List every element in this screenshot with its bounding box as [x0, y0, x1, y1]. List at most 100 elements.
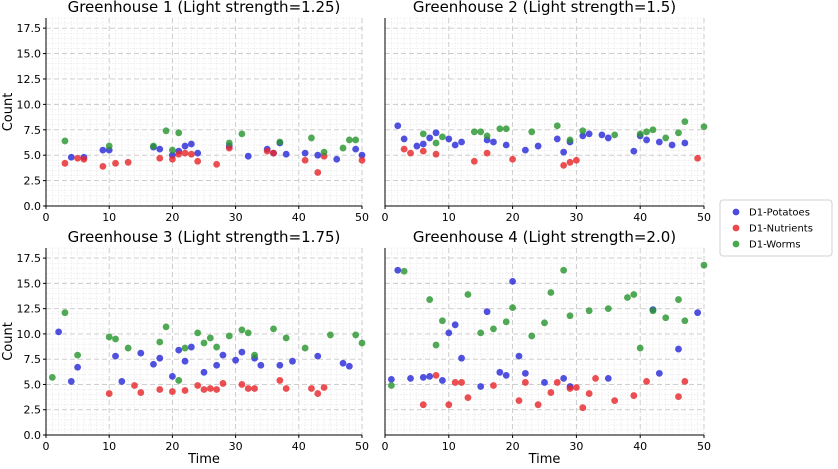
- point-d1-nutrients: [263, 147, 271, 155]
- point-d1-nutrients: [194, 157, 202, 165]
- point-d1-worms: [251, 351, 258, 359]
- point-d1-potatoes: [99, 146, 107, 154]
- point-d1-worms: [162, 323, 170, 331]
- point-d1-nutrients: [694, 154, 702, 162]
- point-d1-worms: [48, 373, 56, 381]
- y-tick-label: 7.5: [24, 124, 42, 137]
- point-d1-worms: [649, 307, 657, 315]
- point-d1-potatoes: [458, 354, 465, 362]
- point-d1-potatoes: [181, 357, 189, 365]
- point-d1-worms: [566, 136, 574, 144]
- point-d1-nutrients: [566, 385, 574, 392]
- point-d1-potatoes: [432, 129, 440, 137]
- subplot-title: Greenhouse 3 (Light strength=1.75): [68, 228, 341, 246]
- x-tick-label: 0: [43, 211, 50, 224]
- point-d1-nutrients: [643, 378, 650, 385]
- point-d1-nutrients: [445, 401, 453, 409]
- point-d1-worms: [225, 139, 233, 147]
- x-tick-label: 30: [229, 440, 243, 453]
- point-d1-potatoes: [289, 357, 296, 365]
- subplot-1: 0 10 20 30 40 50 0.0 2.5 5.0 7.5 10.0 12.5 15.0 17.5 G…: [1, 0, 369, 224]
- point-d1-worms: [566, 312, 574, 320]
- x-tick-label: 20: [506, 440, 520, 453]
- point-d1-potatoes: [502, 141, 510, 149]
- point-d1-worms: [675, 129, 682, 137]
- point-d1-worms: [238, 326, 246, 334]
- point-d1-worms: [426, 296, 434, 303]
- point-d1-nutrients: [175, 150, 183, 158]
- point-d1-nutrients: [99, 162, 107, 170]
- point-d1-worms: [169, 146, 176, 154]
- y-tick-label: 10.0: [17, 98, 42, 111]
- point-d1-potatoes: [419, 140, 427, 148]
- point-d1-worms: [662, 314, 670, 322]
- point-d1-worms: [419, 130, 427, 138]
- point-d1-worms: [464, 291, 472, 298]
- point-d1-potatoes: [387, 376, 395, 383]
- point-d1-nutrients: [238, 381, 246, 388]
- point-d1-nutrients: [181, 387, 189, 394]
- legend: D1-Potatoes D1-Nutrients D1-Worms: [719, 199, 833, 257]
- point-d1-potatoes: [560, 148, 568, 156]
- y-tick-label: 17.5: [17, 22, 42, 35]
- point-d1-nutrients: [105, 390, 113, 397]
- point-d1-potatoes: [419, 373, 427, 381]
- y-tick-label: 15.0: [17, 277, 42, 290]
- y-axis-label: Count: [1, 93, 16, 132]
- point-d1-nutrients: [131, 382, 138, 389]
- point-d1-worms: [611, 131, 619, 139]
- point-d1-worms: [105, 333, 113, 341]
- point-d1-nutrients: [124, 158, 132, 166]
- point-d1-nutrients: [225, 144, 233, 152]
- point-d1-potatoes: [585, 130, 593, 138]
- point-d1-nutrients: [270, 149, 277, 157]
- point-d1-worms: [432, 341, 440, 349]
- x-tick-label: 50: [697, 440, 711, 453]
- point-d1-worms: [483, 132, 491, 140]
- point-d1-potatoes: [400, 135, 408, 143]
- point-d1-nutrients: [169, 388, 176, 395]
- point-d1-worms: [624, 294, 631, 301]
- point-d1-potatoes: [451, 321, 459, 329]
- point-d1-worms: [630, 291, 638, 298]
- x-tick-label: 40: [633, 211, 647, 224]
- point-d1-potatoes: [187, 140, 195, 148]
- point-d1-worms: [270, 325, 277, 333]
- subplot-4: 0 10 20 30 40 50 Greenhouse 4 (Light strength=…: [382, 228, 712, 467]
- point-d1-potatoes: [439, 377, 446, 384]
- point-d1-potatoes: [521, 369, 529, 377]
- point-d1-potatoes: [668, 141, 676, 149]
- point-d1-potatoes: [345, 362, 353, 370]
- point-d1-nutrients: [156, 154, 164, 162]
- point-d1-potatoes: [282, 150, 290, 158]
- point-d1-potatoes: [413, 142, 421, 150]
- point-d1-potatoes: [675, 345, 682, 353]
- point-d1-nutrients: [458, 379, 465, 386]
- point-d1-worms: [560, 266, 568, 274]
- point-d1-potatoes: [451, 141, 459, 149]
- point-d1-worms: [700, 123, 708, 131]
- x-tick-label: 20: [165, 211, 179, 224]
- x-axis-label: Time: [528, 452, 561, 467]
- point-d1-nutrients: [314, 169, 322, 176]
- point-d1-nutrients: [483, 149, 491, 157]
- point-d1-nutrients: [194, 382, 202, 389]
- point-d1-potatoes: [219, 351, 227, 359]
- point-d1-nutrients: [187, 150, 195, 158]
- point-d1-worms: [181, 344, 189, 352]
- point-d1-nutrients: [213, 386, 221, 393]
- subplot-2: 0 10 20 30 40 50 Greenhouse 2 (Light strength=…: [382, 0, 712, 224]
- point-d1-worms: [700, 261, 708, 269]
- x-tick-label: 0: [382, 211, 389, 224]
- point-d1-nutrients: [244, 385, 252, 392]
- point-d1-potatoes: [187, 343, 195, 351]
- point-d1-potatoes: [490, 138, 497, 146]
- point-d1-worms: [470, 128, 478, 136]
- point-d1-nutrients: [400, 145, 408, 153]
- point-d1-worms: [282, 334, 290, 342]
- point-d1-nutrients: [181, 149, 189, 157]
- point-d1-worms: [681, 317, 689, 325]
- x-tick-label: 30: [569, 440, 583, 453]
- point-d1-nutrients: [320, 384, 328, 391]
